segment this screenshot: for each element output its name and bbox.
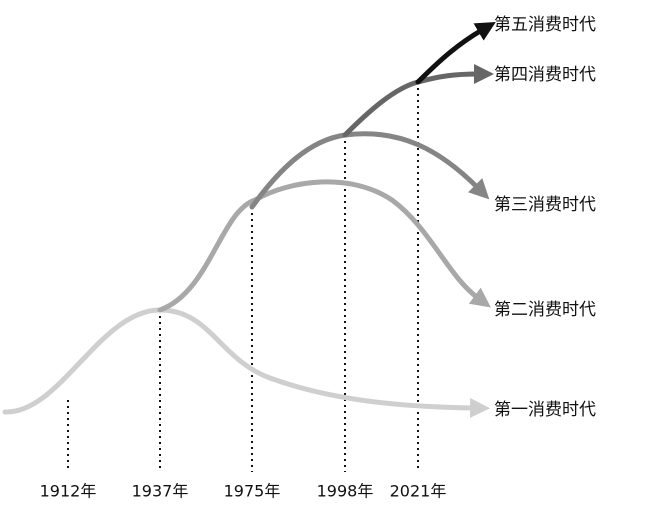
- curve-3: [249, 131, 490, 210]
- year-label: 2021年: [390, 482, 447, 501]
- era-label: 第五消费时代: [494, 15, 596, 35]
- era-labels: 第五消费时代 第四消费时代 第三消费时代 第二消费时代 第一消费时代: [494, 15, 596, 420]
- year-labels: 1912年 1937年 1975年 1998年 2021年: [40, 482, 447, 501]
- year-label: 1912年: [40, 482, 97, 501]
- era-label: 第一消费时代: [494, 400, 596, 420]
- curve-4: [342, 64, 494, 138]
- curve-2: [157, 179, 491, 313]
- era-label: 第四消费时代: [494, 65, 596, 85]
- era-label: 第三消费时代: [494, 195, 596, 215]
- curve-1: [2, 307, 490, 418]
- year-label: 1937年: [132, 482, 189, 501]
- year-label: 1998年: [317, 482, 374, 501]
- era-label: 第二消费时代: [494, 300, 596, 320]
- curve-5: [415, 21, 496, 85]
- guides: [67, 82, 419, 472]
- year-label: 1975年: [224, 482, 281, 501]
